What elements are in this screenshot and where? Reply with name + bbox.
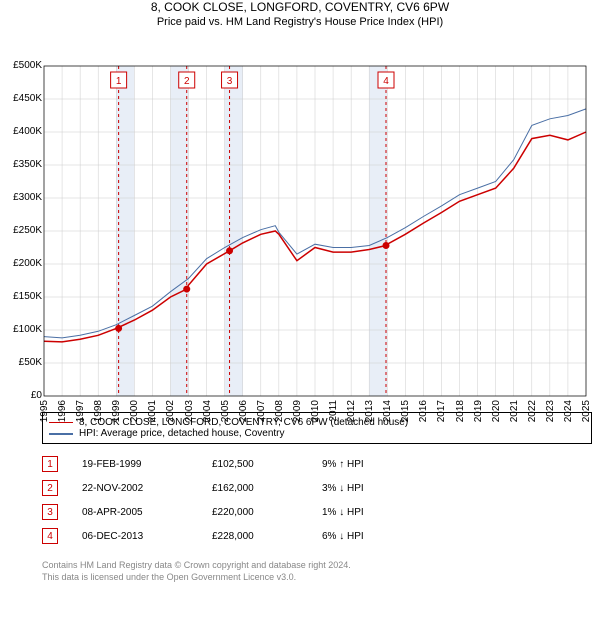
x-tick-label: 2024 [563, 400, 574, 422]
licence-line2: This data is licensed under the Open Gov… [42, 572, 600, 584]
marker-badge: 3 [42, 504, 58, 520]
marker-row: 3 08-APR-2005£220,0001% ↓ HPI [42, 500, 600, 524]
marker-delta: 1% ↓ HPI [322, 507, 422, 518]
chart-area: £0£50K£100K£150K£200K£250K£300K£350K£400… [0, 28, 600, 408]
x-tick-label: 2016 [418, 400, 429, 422]
licence-text: Contains HM Land Registry data © Crown c… [42, 560, 600, 583]
x-tick-label: 2001 [147, 400, 158, 422]
x-tick-label: 2025 [581, 400, 592, 422]
marker-row: 1 19-FEB-1999£102,5009% ↑ HPI [42, 452, 600, 476]
x-tick-label: 2002 [165, 400, 176, 422]
x-tick-label: 2020 [491, 400, 502, 422]
marker-row: 4 06-DEC-2013£228,0006% ↓ HPI [42, 524, 600, 548]
marker-badge: 4 [42, 528, 58, 544]
x-tick-label: 2005 [220, 400, 231, 422]
legend-item-hpi: HPI: Average price, detached house, Cove… [49, 428, 585, 439]
legend-swatch-hpi [49, 433, 73, 435]
licence-line1: Contains HM Land Registry data © Crown c… [42, 560, 600, 572]
marker-date: 08-APR-2005 [82, 507, 212, 518]
x-tick-label: 2004 [202, 400, 213, 422]
marker-price: £228,000 [212, 531, 322, 542]
x-tick-label: 2013 [364, 400, 375, 422]
x-tick-label: 2003 [184, 400, 195, 422]
x-tick-label: 2021 [509, 400, 520, 422]
x-tick-label: 2006 [238, 400, 249, 422]
x-tick-label: 2012 [346, 400, 357, 422]
svg-text:2: 2 [184, 76, 190, 87]
x-tick-label: 1999 [111, 400, 122, 422]
marker-price: £102,500 [212, 459, 322, 470]
marker-delta: 3% ↓ HPI [322, 483, 422, 494]
svg-text:4: 4 [383, 76, 389, 87]
marker-date: 06-DEC-2013 [82, 531, 212, 542]
x-tick-label: 2017 [436, 400, 447, 422]
chart-svg: 1 2 3 4 [0, 28, 600, 408]
marker-badge: 2 [42, 480, 58, 496]
x-tick-label: 2009 [292, 400, 303, 422]
x-tick-label: 1997 [75, 400, 86, 422]
x-tick-label: 2010 [310, 400, 321, 422]
svg-text:3: 3 [227, 76, 233, 87]
x-tick-label: 2007 [256, 400, 267, 422]
x-tick-label: 1995 [39, 400, 50, 422]
x-tick-label: 2023 [545, 400, 556, 422]
marker-row: 2 22-NOV-2002£162,0003% ↓ HPI [42, 476, 600, 500]
chart-title: 8, COOK CLOSE, LONGFORD, COVENTRY, CV6 6… [0, 0, 600, 14]
x-tick-label: 2019 [473, 400, 484, 422]
marker-date: 22-NOV-2002 [82, 483, 212, 494]
markers-table: 1 19-FEB-1999£102,5009% ↑ HPI 2 22-NOV-2002… [42, 452, 600, 548]
x-tick-label: 2015 [400, 400, 411, 422]
marker-badge: 1 [42, 456, 58, 472]
legend-label-hpi: HPI: Average price, detached house, Cove… [79, 428, 285, 439]
x-tick-label: 2022 [527, 400, 538, 422]
marker-delta: 6% ↓ HPI [322, 531, 422, 542]
marker-date: 19-FEB-1999 [82, 459, 212, 470]
marker-delta: 9% ↑ HPI [322, 459, 422, 470]
x-tick-label: 2014 [382, 400, 393, 422]
marker-price: £220,000 [212, 507, 322, 518]
x-tick-label: 2000 [129, 400, 140, 422]
x-tick-label: 2008 [274, 400, 285, 422]
chart-subtitle: Price paid vs. HM Land Registry's House … [0, 16, 600, 28]
x-tick-label: 2018 [455, 400, 466, 422]
x-tick-label: 2011 [328, 400, 339, 422]
marker-price: £162,000 [212, 483, 322, 494]
x-tick-label: 1996 [57, 400, 68, 422]
x-tick-label: 1998 [93, 400, 104, 422]
svg-text:1: 1 [116, 76, 122, 87]
